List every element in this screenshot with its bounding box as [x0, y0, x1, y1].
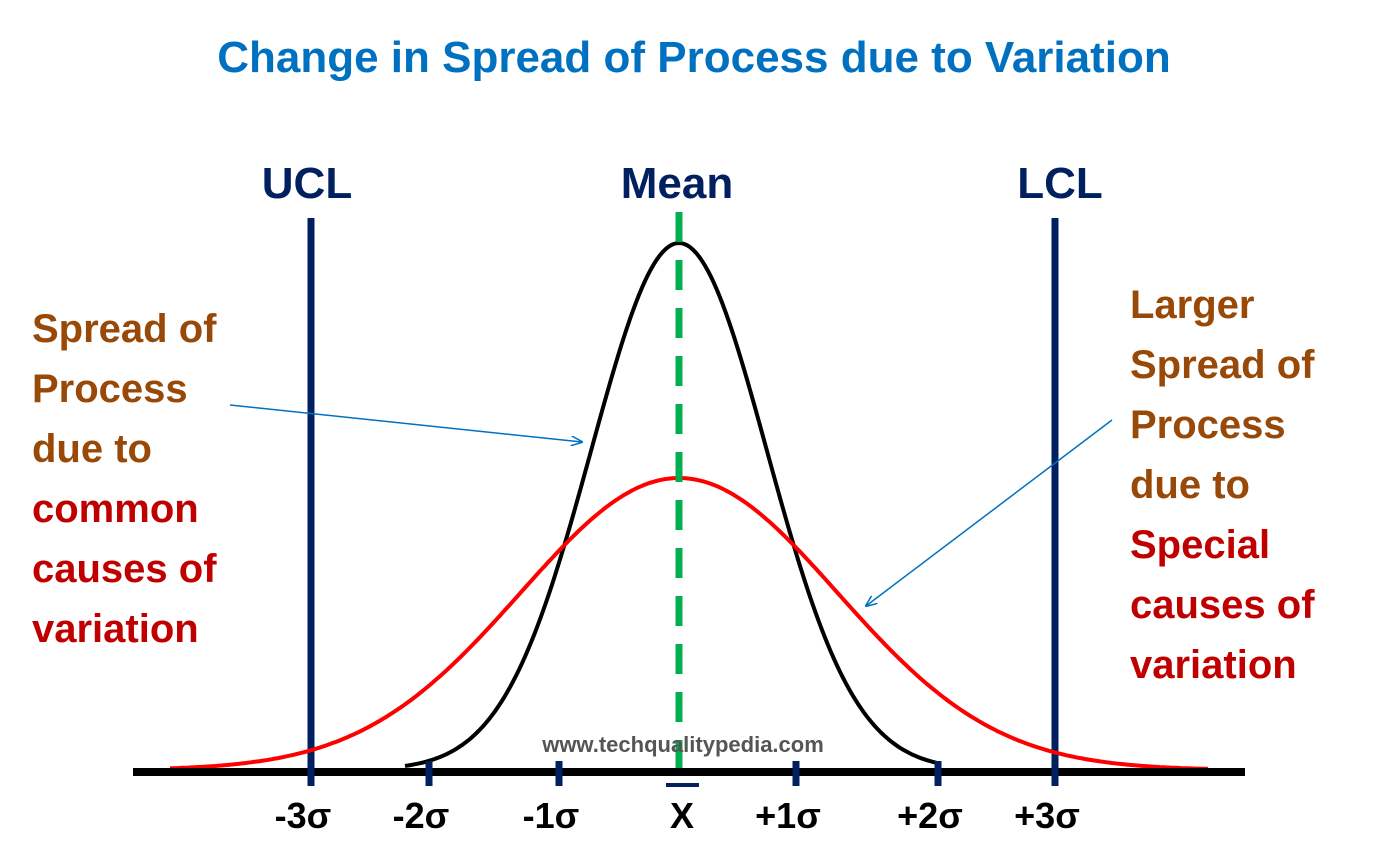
watermark: www.techqualitypedia.com [541, 732, 824, 757]
annotation-line: due to [32, 427, 152, 471]
annotation-line: Larger [1130, 283, 1255, 327]
tick-label: X [670, 795, 694, 836]
mean-label: Mean [621, 159, 733, 208]
lcl-label: LCL [1017, 159, 1103, 208]
tick-label: -1σ [523, 795, 580, 836]
common-cause-distribution-curve [404, 240, 940, 768]
annotation-line: Special [1130, 523, 1270, 567]
tick-label: +2σ [897, 795, 963, 836]
annotation-line: Process [1130, 403, 1286, 447]
annotation-line: Spread of [32, 307, 217, 351]
annotation-line: Spread of [1130, 343, 1315, 387]
left-annotation: Spread of Process due to common causes of var… [32, 307, 217, 651]
left-arrow [229, 404, 582, 442]
tick-label: -3σ [275, 795, 332, 836]
special-cause-distribution-curve [169, 476, 1209, 771]
annotation-line: Process [32, 367, 188, 411]
annotation-line: variation [1130, 643, 1297, 687]
annotation-line: variation [32, 607, 199, 651]
annotation-line: due to [1130, 463, 1250, 507]
tick-label: +3σ [1014, 795, 1080, 836]
annotation-line: causes of [1130, 583, 1315, 627]
tick-label: -2σ [393, 795, 450, 836]
diagram-title: Change in Spread of Process due to Varia… [217, 33, 1171, 82]
annotation-line: common [32, 487, 199, 531]
annotation-line: causes of [32, 547, 217, 591]
right-annotation: Larger Spread of Process due to Special cause… [1130, 283, 1315, 687]
right-arrow [866, 419, 1113, 606]
ucl-label: UCL [262, 159, 352, 208]
tick-label: +1σ [755, 795, 821, 836]
